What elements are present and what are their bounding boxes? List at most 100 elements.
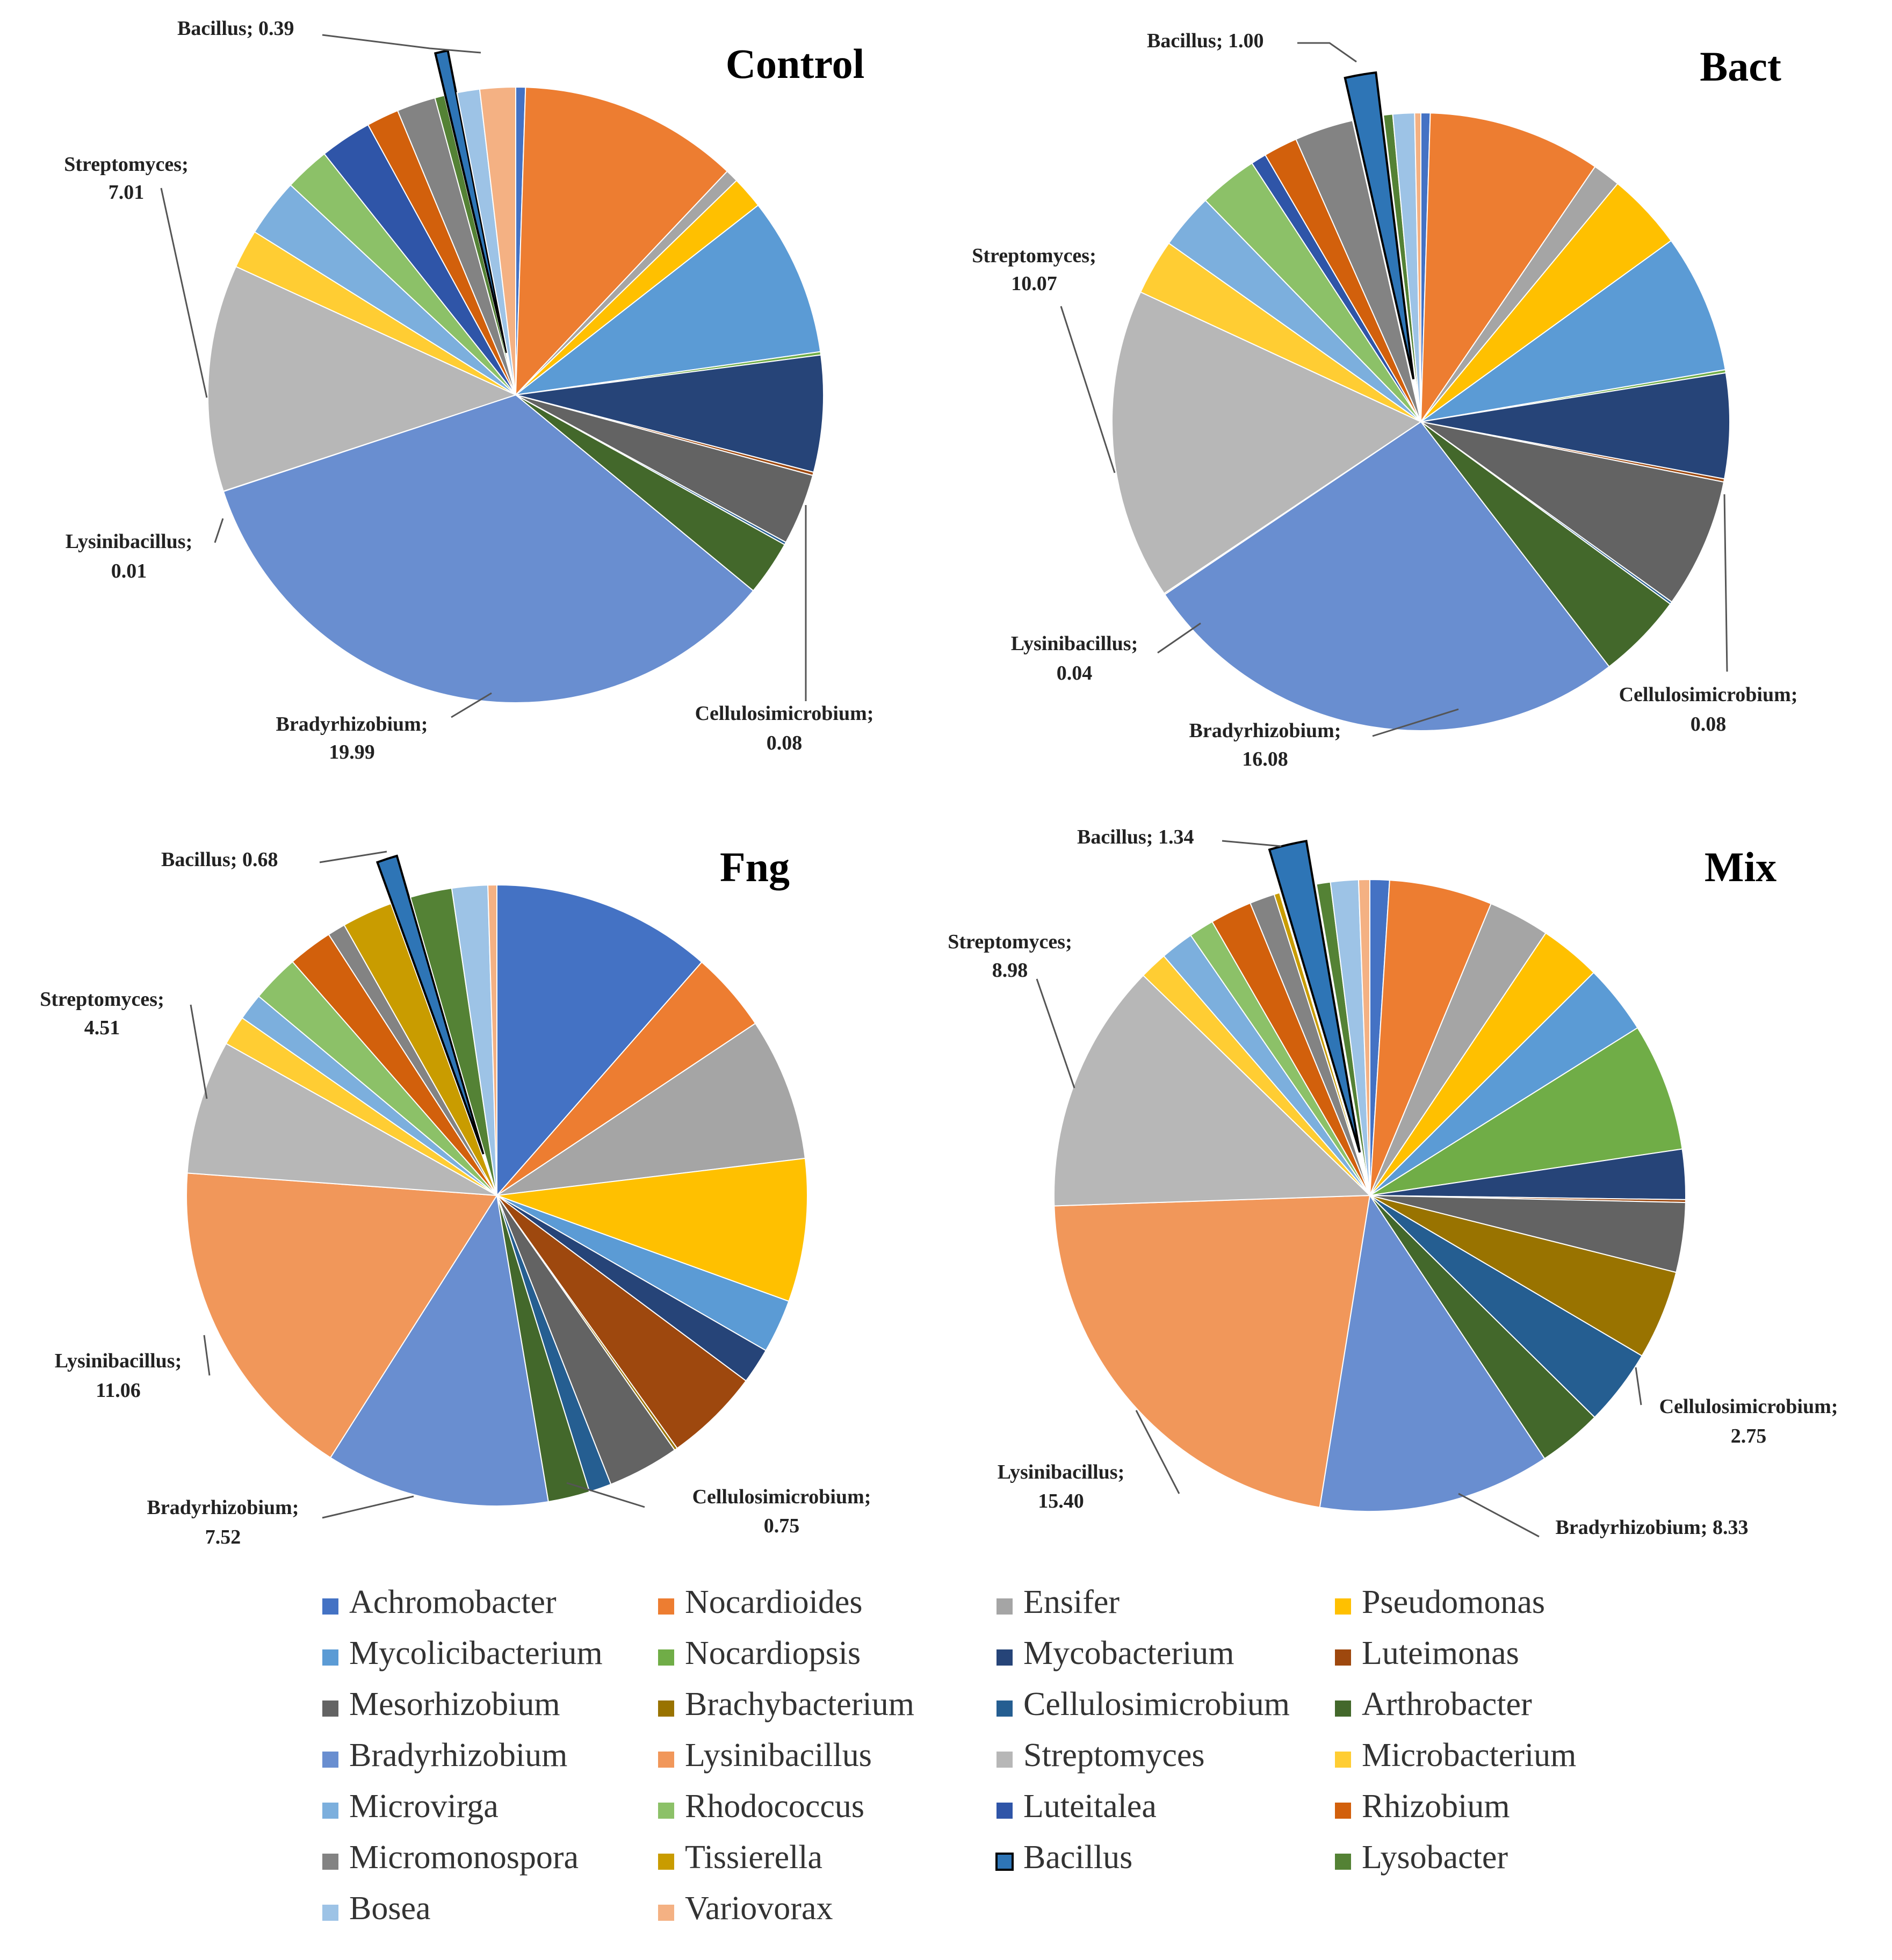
legend-label-achromobacter: Achromobacter bbox=[349, 1584, 557, 1620]
data-label-lysinibacillus: Lysinibacillus; bbox=[66, 530, 193, 553]
legend-swatch-rhizobium bbox=[1335, 1803, 1351, 1819]
slice-variovorax bbox=[487, 884, 497, 1196]
legend-label-tissierella: Tissierella bbox=[685, 1839, 822, 1876]
legend-label-bosea: Bosea bbox=[349, 1890, 431, 1927]
slice-mesorhizobium bbox=[1420, 421, 1725, 603]
legend-label-bacillus: Bacillus bbox=[1023, 1839, 1132, 1876]
slice-streptomyces bbox=[1111, 291, 1422, 594]
pie-title-fng: Fng bbox=[720, 844, 790, 890]
slice-nocardioides bbox=[1420, 112, 1596, 424]
slice-bradyrhizobium bbox=[222, 394, 754, 703]
data-label-bradyrhizobium: Bradyrhizobium; bbox=[147, 1496, 299, 1519]
pie-mix-leaders bbox=[1036, 840, 1642, 1538]
legend-swatch-streptomyces bbox=[996, 1752, 1013, 1768]
slice-mycolicibacterium bbox=[1420, 240, 1726, 422]
pie-title-bact: Bact bbox=[1700, 43, 1781, 90]
data-label-lysinibacillus-value: 0.04 bbox=[1057, 662, 1093, 684]
pie-bact-labels: Bacillus; 1.00 Streptomyces; 10.07 Lysin… bbox=[972, 30, 1797, 770]
legend-swatch-pseudomonas bbox=[1335, 1598, 1351, 1615]
data-label-lysinibacillus: Lysinibacillus; bbox=[998, 1461, 1125, 1483]
legend-swatch-nocardioides bbox=[658, 1598, 674, 1615]
data-label-lysinibacillus-value: 15.40 bbox=[1038, 1490, 1084, 1512]
data-label-bacillus: Bacillus; 0.39 bbox=[177, 17, 294, 40]
pie-fng-labels: Bacillus; 0.68 Streptomyces; 4.51 Lysini… bbox=[40, 848, 871, 1548]
data-label-streptomyces: Streptomyces; bbox=[64, 153, 188, 176]
legend-label-brachybacterium: Brachybacterium bbox=[685, 1686, 914, 1723]
data-label-cellulosimicrobium-value: 0.75 bbox=[764, 1515, 800, 1537]
data-label-cellulosimicrobium: Cellulosimicrobium; bbox=[692, 1486, 871, 1508]
legend-swatch-rhodococcus bbox=[658, 1803, 674, 1819]
slice-pseudomonas bbox=[496, 1157, 808, 1302]
slice-mycobacterium bbox=[1420, 372, 1730, 480]
data-label-streptomyces-value: 7.01 bbox=[109, 181, 145, 204]
data-label-bradyrhizobium-value: 16.08 bbox=[1242, 748, 1288, 770]
legend-label-cellulosimicrobium: Cellulosimicrobium bbox=[1023, 1686, 1290, 1723]
legend-label-luteitalea: Luteitalea bbox=[1023, 1788, 1157, 1825]
slice-bradyrhizobium bbox=[329, 1194, 549, 1507]
data-label-cellulosimicrobium-value: 0.08 bbox=[767, 732, 803, 754]
legend-label-streptomyces: Streptomyces bbox=[1023, 1737, 1205, 1774]
data-label-lysinibacillus: Lysinibacillus; bbox=[55, 1350, 182, 1372]
pie-fng-slices bbox=[186, 854, 808, 1507]
data-label-cellulosimicrobium: Cellulosimicrobium; bbox=[695, 702, 874, 725]
legend-swatch-bosea bbox=[322, 1905, 338, 1921]
data-label-streptomyces: Streptomyces; bbox=[972, 244, 1096, 267]
pie-mix-slices bbox=[1053, 840, 1686, 1512]
data-label-cellulosimicrobium-value: 2.75 bbox=[1731, 1425, 1767, 1447]
slice-mycobacterium bbox=[515, 354, 824, 473]
slice-tissierella bbox=[343, 903, 497, 1196]
legend-swatch-tissierella bbox=[658, 1854, 674, 1870]
legend-label-rhizobium: Rhizobium bbox=[1362, 1788, 1510, 1825]
slice-brachybacterium bbox=[1369, 1195, 1677, 1357]
slice-micromonospora bbox=[1295, 120, 1421, 422]
slice-nocardioides bbox=[515, 87, 728, 397]
legend-swatch-mycolicibacterium bbox=[322, 1649, 338, 1666]
data-label-streptomyces: Streptomyces; bbox=[948, 931, 1072, 953]
data-label-cellulosimicrobium-value: 0.08 bbox=[1691, 713, 1727, 736]
pie-mix-labels: Bacillus; 1.34 Streptomyces; 8.98 Lysini… bbox=[948, 826, 1838, 1539]
legend-swatch-microbacterium bbox=[1335, 1752, 1351, 1768]
data-label-streptomyces-value: 4.51 bbox=[84, 1017, 120, 1039]
pie-control-slices bbox=[207, 49, 824, 703]
legend-swatch-variovorax bbox=[658, 1905, 674, 1921]
slice-variovorax bbox=[479, 86, 516, 395]
slice-ensifer bbox=[496, 1022, 806, 1196]
slice-bradyrhizobium bbox=[1319, 1194, 1546, 1512]
slice-arthrobacter bbox=[1420, 421, 1671, 668]
pie-title-mix: Mix bbox=[1705, 844, 1777, 890]
legend-label-ensifer: Ensifer bbox=[1023, 1584, 1120, 1620]
slice-tissierella bbox=[1273, 892, 1370, 1196]
data-label-cellulosimicrobium: Cellulosimicrobium; bbox=[1659, 1395, 1838, 1418]
legend-label-lysobacter: Lysobacter bbox=[1362, 1839, 1508, 1876]
slice-mycolicibacterium bbox=[514, 204, 821, 396]
pie-control-labels: Bacillus; 0.39 Streptomyces; 7.01 Lysini… bbox=[64, 17, 873, 763]
pie-fng-leaders bbox=[190, 851, 645, 1519]
slice-luteimonas bbox=[496, 1195, 747, 1450]
legend-label-nocardiopsis: Nocardiopsis bbox=[685, 1635, 861, 1671]
pie-control-leaders bbox=[160, 34, 807, 718]
legend-label-bradyrhizobium: Bradyrhizobium bbox=[349, 1737, 567, 1774]
data-label-cellulosimicrobium: Cellulosimicrobium; bbox=[1619, 683, 1798, 706]
legend-swatch-ensifer bbox=[996, 1598, 1013, 1615]
slice-lysinibacillus bbox=[1053, 1194, 1371, 1508]
slice-streptomyces bbox=[1053, 974, 1371, 1207]
data-label-lysinibacillus-value: 0.01 bbox=[111, 560, 147, 582]
legend-swatch-mesorhizobium bbox=[322, 1700, 338, 1717]
data-label-streptomyces: Streptomyces; bbox=[40, 988, 164, 1011]
legend-swatch-lysobacter bbox=[1335, 1854, 1351, 1870]
legend-label-microbacterium: Microbacterium bbox=[1362, 1737, 1576, 1774]
data-label-bradyrhizobium-value: 7.52 bbox=[205, 1526, 241, 1548]
data-label-streptomyces-value: 10.07 bbox=[1011, 272, 1057, 295]
pie-mix: Mix Bacillus; 1.34 Streptomyces; 8.98 Ly… bbox=[948, 826, 1838, 1539]
pie-title-control: Control bbox=[726, 40, 865, 87]
legend-label-mesorhizobium: Mesorhizobium bbox=[349, 1686, 560, 1723]
legend-label-microvirga: Microvirga bbox=[349, 1788, 499, 1825]
legend-swatch-microvirga bbox=[322, 1803, 338, 1819]
legend-swatch-arthrobacter bbox=[1335, 1700, 1351, 1717]
legend-swatch-brachybacterium bbox=[658, 1700, 674, 1717]
pie-control: Control Bacillus; 0.39 Streptomyces; 7.0… bbox=[64, 17, 873, 763]
data-label-bradyrhizobium-value: 19.99 bbox=[329, 741, 375, 763]
legend-swatch-cellulosimicrobium bbox=[996, 1700, 1013, 1717]
legend-label-rhodococcus: Rhodococcus bbox=[685, 1788, 864, 1825]
slice-nocardioides bbox=[1369, 880, 1492, 1196]
